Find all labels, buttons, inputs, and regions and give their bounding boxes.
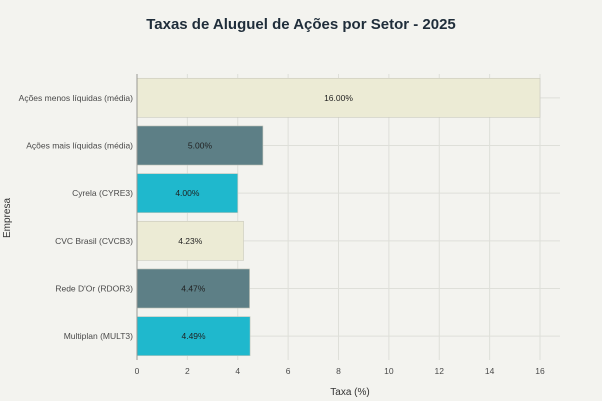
y-axis-title: Empresa	[2, 198, 13, 238]
x-tick-label: 16	[535, 366, 545, 376]
x-tick-label: 8	[336, 366, 341, 376]
bar	[136, 125, 264, 166]
bar	[136, 220, 244, 261]
y-tick-label: Cyrela (CYRE3)	[72, 188, 133, 198]
x-tick-label: 10	[384, 366, 394, 376]
y-tick-label: Multiplan (MULT3)	[64, 331, 133, 341]
x-tick-label: 4	[235, 366, 240, 376]
data-label: 4.49%	[181, 331, 206, 341]
x-tick-label: 0	[135, 366, 140, 376]
x-tick-label: 12	[435, 366, 445, 376]
y-tick-label: Ações menos líquidas (média)	[19, 93, 134, 103]
x-tick-labels: 0 2 4 6 8 10 12 14 16	[135, 366, 545, 376]
bar	[136, 316, 251, 357]
data-label: 4.47%	[181, 284, 206, 294]
data-label: 5.00%	[188, 141, 213, 151]
y-tick-label: CVC Brasil (CVCB3)	[55, 236, 133, 246]
bar	[136, 77, 541, 118]
data-label: 4.00%	[175, 188, 200, 198]
x-tick-label: 14	[485, 366, 495, 376]
x-tick-label: 6	[286, 366, 291, 376]
x-axis-title: Taxa (%)	[330, 387, 369, 398]
bars	[136, 77, 541, 357]
data-label: 16.00%	[324, 93, 353, 103]
data-label: 4.23%	[178, 236, 203, 246]
data-labels: 16.00% 5.00% 4.00% 4.23% 4.47% 4.49%	[175, 93, 353, 341]
y-tick-label: Ações mais líquidas (média)	[26, 141, 133, 151]
bar	[136, 173, 239, 214]
chart-title: Taxas de Aluguel de Ações por Setor - 20…	[146, 16, 456, 33]
x-tick-label: 2	[185, 366, 190, 376]
y-tick-labels: Ações menos líquidas (média) Ações mais l…	[19, 93, 134, 341]
y-tick-label: Rede D'Or (RDOR3)	[55, 284, 133, 294]
bar	[136, 268, 250, 309]
